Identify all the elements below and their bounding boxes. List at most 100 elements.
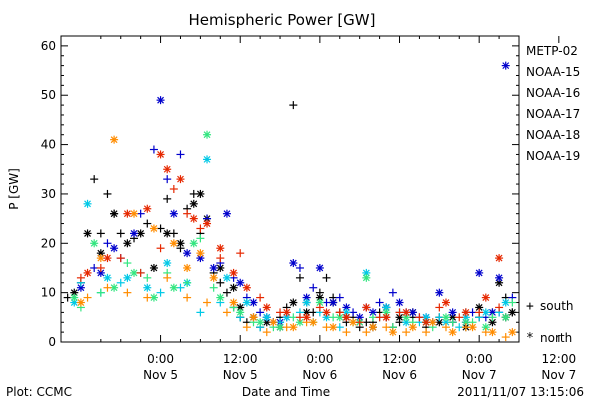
x-tick-date: Nov 6 xyxy=(382,368,417,382)
x-tick-date: Nov 5 xyxy=(143,368,178,382)
plot-frame xyxy=(60,35,520,343)
data-point-north xyxy=(468,323,477,332)
data-point-south xyxy=(103,189,112,198)
y-tick-label: 0 xyxy=(48,335,56,349)
data-point-south xyxy=(183,278,192,287)
data-point-south xyxy=(295,263,304,272)
data-point-south xyxy=(382,323,391,332)
data-point-north xyxy=(149,263,158,272)
data-point-south xyxy=(488,313,497,322)
data-point-south xyxy=(149,145,158,154)
data-point-north xyxy=(143,204,152,213)
data-point-north xyxy=(110,209,119,218)
data-point-south xyxy=(216,254,225,263)
data-point-south xyxy=(441,323,450,332)
data-point-north xyxy=(388,328,397,337)
data-point-north xyxy=(203,219,212,228)
data-point-north xyxy=(256,318,265,327)
data-point-south xyxy=(83,293,92,302)
data-point-north xyxy=(495,273,504,282)
data-point-north xyxy=(156,150,165,159)
data-point-north xyxy=(262,303,271,312)
data-point-north xyxy=(382,303,391,312)
data-point-north xyxy=(441,313,450,322)
x-tick-time: 12:00 xyxy=(223,352,258,366)
data-point-north xyxy=(342,313,351,322)
data-point-south xyxy=(388,288,397,297)
data-point-north xyxy=(422,318,431,327)
chart-title: Hemispheric Power [GW] xyxy=(189,11,376,29)
data-point-north xyxy=(209,273,218,282)
data-point-north xyxy=(123,209,132,218)
data-point-north xyxy=(488,328,497,337)
data-point-north xyxy=(302,313,311,322)
data-point-south xyxy=(196,234,205,243)
data-point-north xyxy=(508,308,517,317)
data-point-north xyxy=(236,308,245,317)
data-point-south xyxy=(455,313,464,322)
data-point-south xyxy=(402,328,411,337)
data-point-north xyxy=(110,135,119,144)
data-point-north xyxy=(196,254,205,263)
data-point-south xyxy=(375,298,384,307)
data-point-south xyxy=(362,328,371,337)
data-point-north xyxy=(163,259,172,268)
data-point-south xyxy=(342,328,351,337)
data-point-south xyxy=(222,308,231,317)
plot-timestamp: 2011/11/07 13:15:06 xyxy=(457,385,584,399)
data-point-north xyxy=(110,283,119,292)
data-point-north xyxy=(242,283,251,292)
data-points xyxy=(63,61,517,342)
data-point-north xyxy=(508,328,517,337)
data-point-north xyxy=(322,308,331,317)
data-point-south xyxy=(309,283,318,292)
marker-symbol: + xyxy=(526,299,534,314)
data-point-north xyxy=(382,308,391,317)
data-point-north xyxy=(70,288,79,297)
data-point-south xyxy=(103,239,112,248)
data-point-south xyxy=(156,244,165,253)
legend-entry: NOAA-17 xyxy=(526,107,580,121)
data-point-north xyxy=(495,254,504,263)
data-point-north xyxy=(83,268,92,277)
data-point-north xyxy=(176,175,185,184)
data-point-south xyxy=(163,194,172,203)
data-point-south xyxy=(242,323,251,332)
data-point-north xyxy=(402,308,411,317)
data-point-north xyxy=(395,298,404,307)
data-point-north xyxy=(229,268,238,277)
data-point-north xyxy=(335,313,344,322)
data-point-south xyxy=(216,278,225,287)
data-point-north xyxy=(315,298,324,307)
data-point-north xyxy=(229,283,238,292)
data-point-south xyxy=(209,283,218,292)
data-point-south xyxy=(76,273,85,282)
data-point-north xyxy=(289,323,298,332)
data-point-south xyxy=(143,273,152,282)
data-point-south xyxy=(256,293,265,302)
data-point-north xyxy=(229,298,238,307)
data-point-south xyxy=(123,288,132,297)
marker-symbol: * xyxy=(526,331,534,346)
data-point-south xyxy=(236,249,245,258)
data-point-north xyxy=(203,155,212,164)
data-point-south xyxy=(422,328,431,337)
data-point-south xyxy=(355,318,364,327)
data-point-north xyxy=(382,313,391,322)
data-point-south xyxy=(123,259,132,268)
data-point-north xyxy=(262,313,271,322)
data-point-north xyxy=(183,263,192,272)
x-tick-date: Nov 7 xyxy=(462,368,497,382)
data-point-north xyxy=(216,263,225,272)
data-point-north xyxy=(169,283,178,292)
data-point-north xyxy=(209,263,218,272)
data-point-north xyxy=(196,189,205,198)
data-point-south xyxy=(475,308,484,317)
data-point-south xyxy=(435,303,444,312)
plot-credit: Plot: CCMC xyxy=(6,385,72,399)
data-point-south xyxy=(335,293,344,302)
data-point-north xyxy=(183,249,192,258)
y-tick-label: 60 xyxy=(41,39,56,53)
data-point-south xyxy=(156,288,165,297)
data-point-north xyxy=(130,229,139,238)
